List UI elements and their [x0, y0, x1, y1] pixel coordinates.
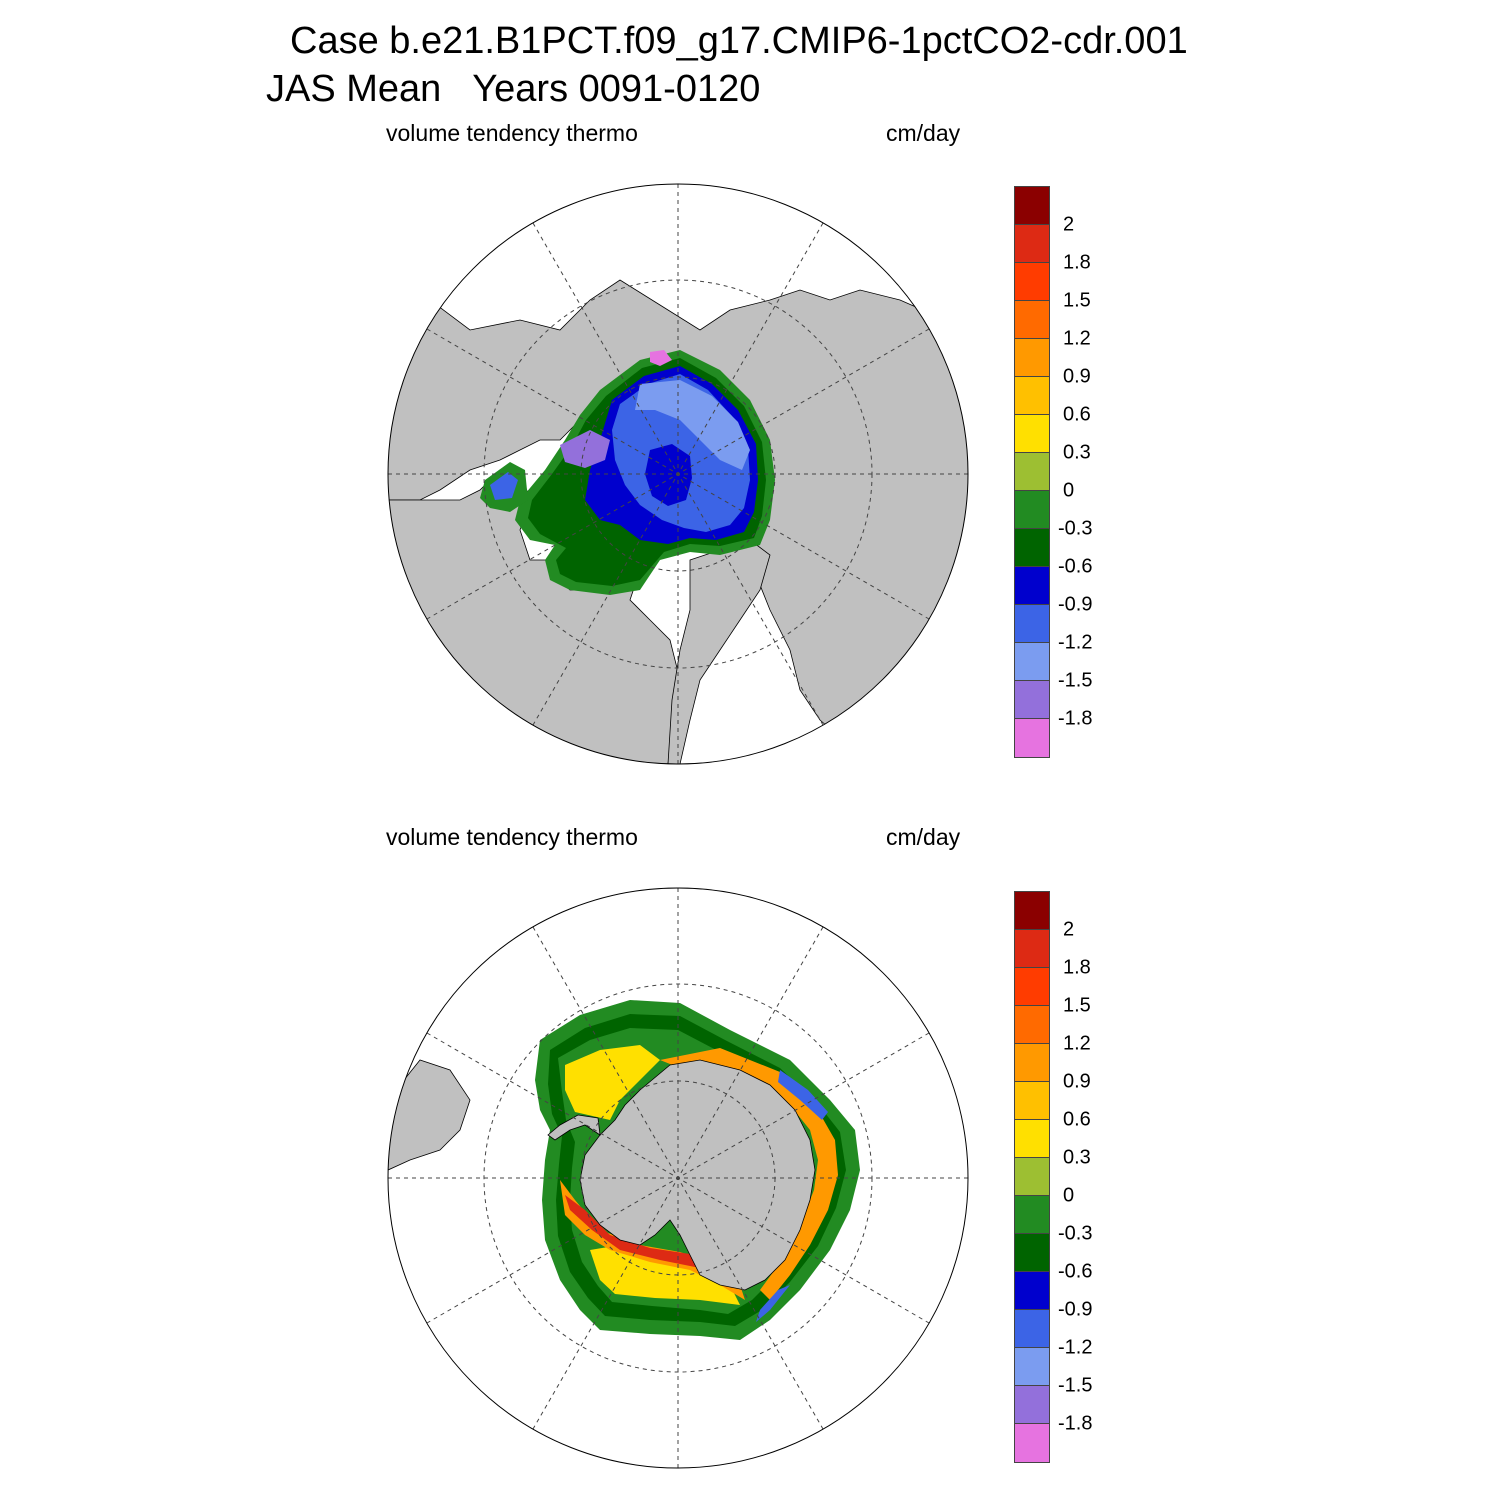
bottom-colorbar-tick-label: 2	[1063, 918, 1075, 941]
bottom-colorbar	[1014, 891, 1050, 1463]
top-colorbar-swatch	[1015, 187, 1049, 225]
top-colorbar-tick-label: -1.2	[1058, 631, 1093, 654]
bottom-colorbar-tick-label: -1.8	[1058, 1412, 1093, 1435]
antarctic-field-east-blue-2	[756, 1285, 790, 1322]
bottom-colorbar-swatch	[1015, 1044, 1049, 1082]
arctic-field-blue-light	[635, 380, 750, 470]
antarctic-peninsula-land	[547, 1114, 601, 1141]
antarctic-meridian-120	[426, 1032, 930, 1324]
top-colorbar-tick-label: 1.2	[1063, 327, 1091, 350]
top-colorbar-swatch	[1015, 643, 1049, 681]
top-colorbar-tick-label: -1.8	[1058, 707, 1093, 730]
bottom-colorbar-swatch	[1015, 1348, 1049, 1386]
antarctic-field-ross-yellow	[590, 1245, 740, 1305]
bottom-colorbar-tick-label: -0.9	[1058, 1298, 1093, 1321]
bottom-colorbar-tick-label: 0.6	[1063, 1108, 1091, 1131]
bottom-colorbar-tick-label: 1.8	[1063, 956, 1091, 979]
bottom-colorbar-swatch	[1015, 1082, 1049, 1120]
figure-title-line2: JAS Mean Years 0091-0120	[266, 68, 761, 110]
top-colorbar-swatch	[1015, 567, 1049, 605]
top-colorbar-swatch	[1015, 453, 1049, 491]
bottom-colorbar-tick-label: -1.2	[1058, 1336, 1093, 1359]
top-colorbar-swatch	[1015, 415, 1049, 453]
bottom-colorbar-swatch	[1015, 968, 1049, 1006]
bottom-colorbar-swatch	[1015, 1120, 1049, 1158]
bottom-colorbar-swatch	[1015, 930, 1049, 968]
bottom-colorbar-swatch	[1015, 1310, 1049, 1348]
top-colorbar	[1014, 186, 1050, 758]
bottom-colorbar-tick-label: -0.6	[1058, 1260, 1093, 1283]
bottom-colorbar-swatch	[1015, 1006, 1049, 1044]
arctic-graticule	[388, 184, 968, 764]
top-panel-variable-label: volume tendency thermo	[386, 120, 638, 146]
top-colorbar-swatch	[1015, 491, 1049, 529]
top-colorbar-tick-label: 0.9	[1063, 365, 1091, 388]
arctic-field-purple-patch	[560, 430, 610, 468]
bottom-colorbar-swatch	[1015, 1234, 1049, 1272]
arctic-map	[387, 183, 969, 765]
bottom-colorbar-tick-label: 0	[1063, 1184, 1075, 1207]
top-colorbar-swatch	[1015, 263, 1049, 301]
bottom-colorbar-tick-label: 0.3	[1063, 1146, 1091, 1169]
top-colorbar-swatch	[1015, 719, 1049, 757]
top-colorbar-tick-label: 1.8	[1063, 251, 1091, 274]
antarctica-land	[579, 1059, 816, 1291]
antarctic-map-border	[387, 887, 969, 1469]
top-colorbar-tick-label: -1.5	[1058, 669, 1093, 692]
top-colorbar-tick-label: -0.3	[1058, 517, 1093, 540]
top-colorbar-tick-label: 2	[1063, 213, 1075, 236]
figure-title-line1: Case b.e21.B1PCT.f09_g17.CMIP6-1pctCO2-c…	[290, 20, 1188, 62]
bottom-colorbar-swatch	[1015, 1196, 1049, 1234]
top-colorbar-swatch	[1015, 681, 1049, 719]
arctic-field-pole-darkblue	[645, 444, 692, 506]
antarctic-map	[387, 887, 969, 1469]
bottom-colorbar-swatch	[1015, 1272, 1049, 1310]
antarctic-field-weddell-yellow	[565, 1045, 660, 1120]
antarctic-field-east-blue	[778, 1070, 828, 1120]
south-america-land	[388, 1059, 471, 1171]
top-colorbar-swatch	[1015, 301, 1049, 339]
antarctic-graticule	[388, 888, 968, 1468]
bottom-colorbar-swatch	[1015, 1386, 1049, 1424]
bottom-colorbar-swatch	[1015, 1424, 1049, 1462]
top-colorbar-tick-label: 0.6	[1063, 403, 1091, 426]
bottom-colorbar-tick-label: 1.2	[1063, 1032, 1091, 1055]
top-colorbar-tick-label: -0.6	[1058, 555, 1093, 578]
bottom-colorbar-tick-label: -1.5	[1058, 1374, 1093, 1397]
top-colorbar-swatch	[1015, 377, 1049, 415]
top-colorbar-swatch	[1015, 339, 1049, 377]
top-colorbar-tick-label: 0	[1063, 479, 1075, 502]
top-colorbar-swatch	[1015, 225, 1049, 263]
bottom-colorbar-tick-label: 0.9	[1063, 1070, 1091, 1093]
top-colorbar-swatch	[1015, 529, 1049, 567]
arctic-field-pink-patch	[650, 350, 672, 366]
bottom-colorbar-swatch	[1015, 1158, 1049, 1196]
top-panel-units-label: cm/day	[886, 120, 961, 146]
bottom-panel-units-label: cm/day	[886, 824, 961, 850]
bottom-panel-variable-label: volume tendency thermo	[386, 824, 638, 850]
top-colorbar-tick-label: 0.3	[1063, 441, 1091, 464]
bottom-colorbar-tick-label: -0.3	[1058, 1222, 1093, 1245]
bottom-colorbar-swatch	[1015, 892, 1049, 930]
arctic-field-baffin-blue	[490, 472, 518, 500]
arctic-map-border	[387, 183, 969, 765]
top-colorbar-tick-label: 1.5	[1063, 289, 1091, 312]
top-colorbar-tick-label: -0.9	[1058, 593, 1093, 616]
bottom-colorbar-tick-label: 1.5	[1063, 994, 1091, 1017]
top-colorbar-swatch	[1015, 605, 1049, 643]
arctic-meridian-120	[426, 328, 930, 620]
